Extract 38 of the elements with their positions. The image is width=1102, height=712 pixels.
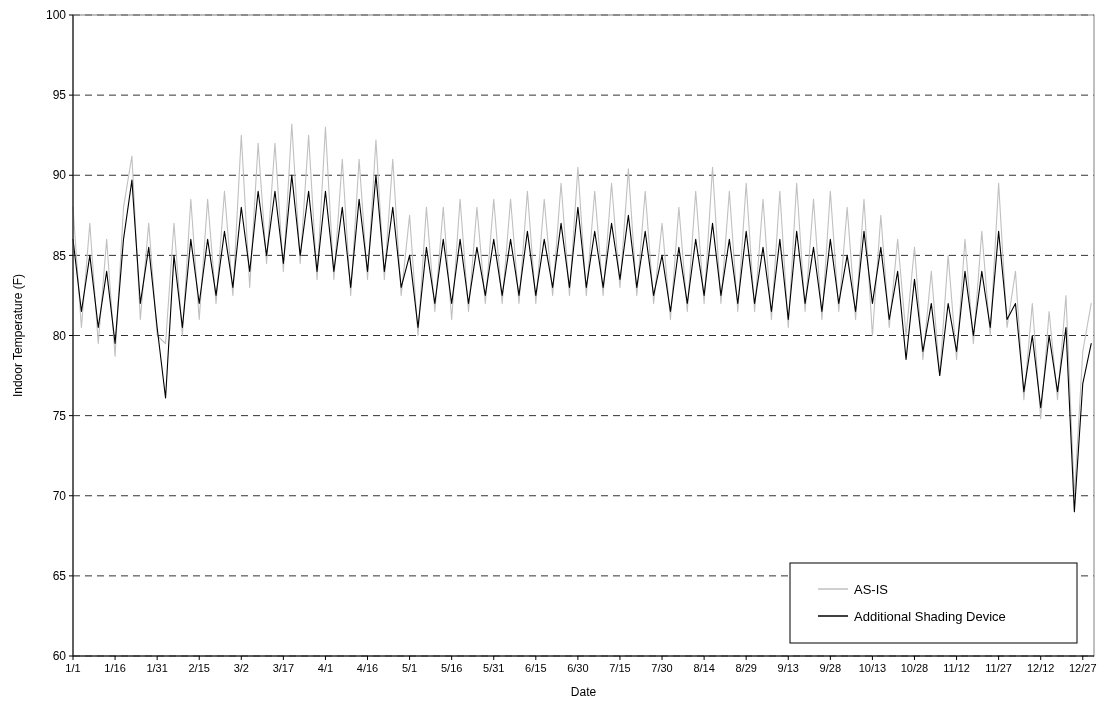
legend-label: Additional Shading Device [854,608,1006,624]
y-tick-label: 90 [52,168,67,183]
x-tick-label: 1/16 [104,662,126,674]
x-tick-label: 3/2 [233,662,249,674]
x-tick-label: 1/1 [65,662,81,674]
y-tick-label: 70 [52,488,67,503]
y-tick-label: 95 [52,88,67,103]
x-tick-label: 12/12 [1026,662,1055,674]
x-tick-label: 5/1 [401,662,418,674]
x-tick-label: 4/1 [317,662,334,674]
x-tick-label: 2/15 [188,662,210,674]
x-tick-label: 6/15 [525,662,547,674]
x-tick-label: 8/29 [735,662,757,674]
y-tick-label: 80 [52,328,67,343]
y-tick-label: 85 [52,248,67,263]
x-tick-label: 7/30 [651,662,673,674]
x-tick-label: 5/16 [440,662,463,674]
x-tick-label: 10/28 [900,662,929,674]
y-axis-title: Indoor Temperature (F) [11,273,25,398]
x-tick-label: 9/13 [777,662,799,674]
legend-label: AS-IS [854,581,889,597]
x-tick-label: 9/28 [819,662,842,674]
x-tick-label: 11/27 [985,662,1012,674]
y-tick-label: 75 [52,408,67,423]
y-tick-label: 60 [52,649,67,664]
y-tick-label: 65 [52,569,67,584]
x-tick-label: 1/31 [146,662,168,674]
x-tick-label: 6/30 [567,662,589,674]
x-tick-label: 8/14 [693,662,715,674]
y-tick-label: 100 [45,8,67,23]
x-tick-label: 11/12 [943,662,970,674]
x-tick-label: 12/27 [1069,662,1097,674]
x-tick-label: 5/31 [483,662,505,674]
x-tick-label: 4/16 [356,662,379,674]
x-axis-title: Date [570,685,597,699]
x-tick-label: 7/15 [609,662,631,674]
x-tick-label: 10/13 [858,662,887,674]
x-tick-label: 3/17 [272,662,295,674]
